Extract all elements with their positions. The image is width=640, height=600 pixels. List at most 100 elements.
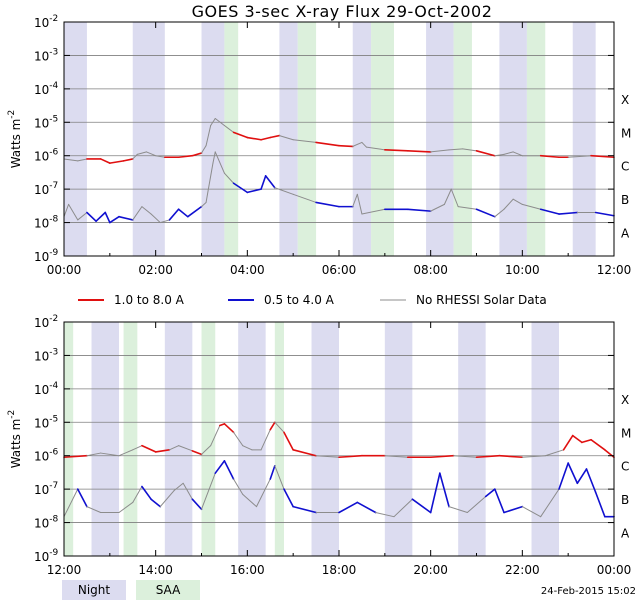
- short-flux-segment: [150, 213, 161, 224]
- short-flux-segment: [292, 193, 317, 203]
- legend: 1.0 to 8.0 A 0.5 to 4.0 A No RHESSI Solar …: [78, 293, 547, 307]
- long-flux-segment: [201, 445, 212, 455]
- y-tick-exponent: -2: [49, 314, 58, 324]
- key-label: SAA: [156, 583, 181, 597]
- short-flux-segment: [264, 175, 276, 189]
- night-band: [238, 322, 266, 556]
- flare-class-label: X: [621, 393, 629, 407]
- short-flux-segment: [86, 506, 102, 514]
- night-band: [164, 322, 193, 556]
- saa-band: [453, 22, 472, 256]
- short-flux-segment: [242, 493, 257, 508]
- night-band: [426, 22, 454, 256]
- long-flux-segment: [233, 431, 244, 447]
- short-flux-segment: [223, 460, 235, 480]
- short-flux-segment: [457, 206, 477, 210]
- x-tick-label: 12:00: [597, 263, 632, 277]
- long-flux-segment: [338, 144, 354, 148]
- short-flux-segment: [503, 505, 524, 514]
- long-flux-segment: [292, 449, 317, 457]
- saa-band: [64, 322, 74, 556]
- night-band: [91, 322, 119, 556]
- short-flux-segment: [283, 488, 294, 508]
- long-flux-segment: [521, 455, 546, 458]
- short-flux-segment: [521, 203, 542, 210]
- short-flux-segment: [315, 201, 340, 208]
- saa-band: [526, 22, 546, 256]
- y-tick-label: 10-2: [34, 14, 58, 30]
- y-tick-exponent: -4: [49, 81, 58, 91]
- flare-class-label: C: [621, 460, 629, 474]
- y-tick-label: 10-3: [34, 47, 58, 63]
- short-flux-segment: [448, 506, 468, 514]
- long-flux-segment: [132, 445, 143, 451]
- short-flux-segment: [214, 151, 225, 174]
- long-flux-segment: [155, 155, 166, 158]
- short-flux-segment: [292, 505, 317, 514]
- short-flux-segment: [274, 187, 294, 195]
- short-flux-segment: [375, 512, 395, 518]
- long-flux-segment: [146, 151, 157, 157]
- short-flux-segment: [207, 162, 214, 190]
- night-band: [201, 22, 225, 256]
- long-flux-segment: [205, 125, 212, 147]
- y-tick-label: 10-6: [34, 448, 59, 464]
- long-flux-segment: [63, 454, 88, 459]
- x-tick-label: 12:00: [47, 563, 82, 577]
- long-flux-segment: [283, 431, 294, 451]
- short-flux-segment: [558, 462, 569, 490]
- long-flux-segment: [562, 434, 574, 451]
- x-tick-label: 16:00: [230, 563, 265, 577]
- short-flux-segment: [182, 482, 193, 500]
- short-flux-segment: [430, 203, 445, 212]
- short-flux-segment: [77, 212, 88, 221]
- long-flux-segment: [512, 151, 523, 157]
- long-flux-segment: [223, 125, 235, 133]
- timestamp: 24-Feb-2015 15:02: [541, 586, 636, 597]
- short-flux-segment: [558, 211, 579, 215]
- short-flux-segment: [205, 188, 209, 203]
- long-flux-segment: [201, 145, 207, 154]
- panel-1: 10-9 10-8 10-7 10-6 10-5 10-4 10-3 10-2 00:00 02:…: [7, 14, 631, 277]
- short-flux-segment: [201, 472, 216, 510]
- saa-band: [201, 322, 216, 556]
- short-flux-segment: [512, 198, 523, 205]
- short-flux-segment: [118, 215, 134, 221]
- long-flux-segment: [498, 454, 524, 459]
- y-tick-label: 10-2: [34, 314, 58, 330]
- long-flux-segment: [260, 429, 271, 451]
- y-tick-label: 10-7: [34, 481, 58, 497]
- short-flux-segment: [539, 208, 560, 215]
- short-flux-segment: [159, 219, 170, 224]
- long-flux-segment: [118, 449, 134, 457]
- short-flux-segment: [540, 488, 560, 518]
- short-flux-segment: [411, 498, 432, 514]
- y-tick-exponent: -8: [49, 515, 58, 525]
- flare-class-label: M: [621, 426, 631, 440]
- y-tick-label: 10-9: [34, 548, 59, 564]
- x-tick-label: 02:00: [138, 263, 173, 277]
- y-tick-label: 10-3: [34, 347, 58, 363]
- long-flux-segment: [429, 454, 455, 459]
- long-flux-segment: [361, 141, 367, 148]
- night-band: [279, 22, 298, 256]
- short-flux-segment: [76, 488, 88, 508]
- long-flux-segment: [274, 421, 285, 433]
- short-flux-segment: [503, 198, 514, 210]
- flare-class-label: A: [621, 527, 630, 541]
- short-flux-segment: [141, 485, 152, 501]
- y-tick-exponent: -3: [49, 347, 58, 357]
- night-band: [384, 322, 413, 556]
- long-flux-segment: [223, 423, 235, 434]
- short-flux-segment: [352, 193, 358, 208]
- short-flux-segment: [484, 488, 496, 498]
- long-flux-segment: [448, 148, 464, 151]
- y-tick-exponent: -4: [49, 381, 58, 391]
- short-flux-segment: [338, 501, 359, 514]
- y-tick-label: 10-4: [34, 81, 59, 97]
- short-flux-segment: [86, 211, 97, 222]
- short-flux-segment: [494, 208, 505, 218]
- night-band: [64, 22, 87, 256]
- long-flux-segment: [132, 153, 138, 160]
- short-flux-segment: [212, 151, 216, 164]
